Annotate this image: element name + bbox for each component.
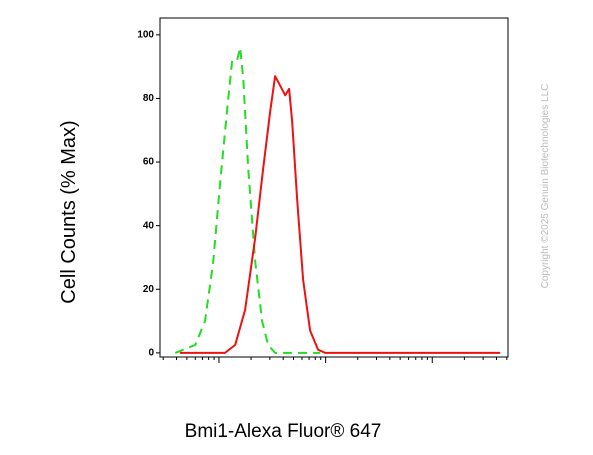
watermark: Copyright ©2025 Genuin Biotechnologies L… (540, 84, 551, 289)
y-tick-label: 60 (143, 157, 155, 168)
y-tick-label: 40 (143, 220, 155, 231)
y-tick-label: 80 (143, 93, 155, 104)
y-axis-label: Cell Counts (% Max) (58, 120, 80, 303)
y-tick-label: 0 (148, 348, 154, 359)
histogram-line (179, 75, 501, 354)
plot-frame (159, 17, 509, 358)
y-tick-label: 20 (143, 284, 155, 295)
y-tick-label: 100 (137, 29, 154, 40)
histogram-line (174, 46, 321, 354)
x-axis-label: Bmi1-Alexa Fluor® 647 (185, 421, 382, 442)
